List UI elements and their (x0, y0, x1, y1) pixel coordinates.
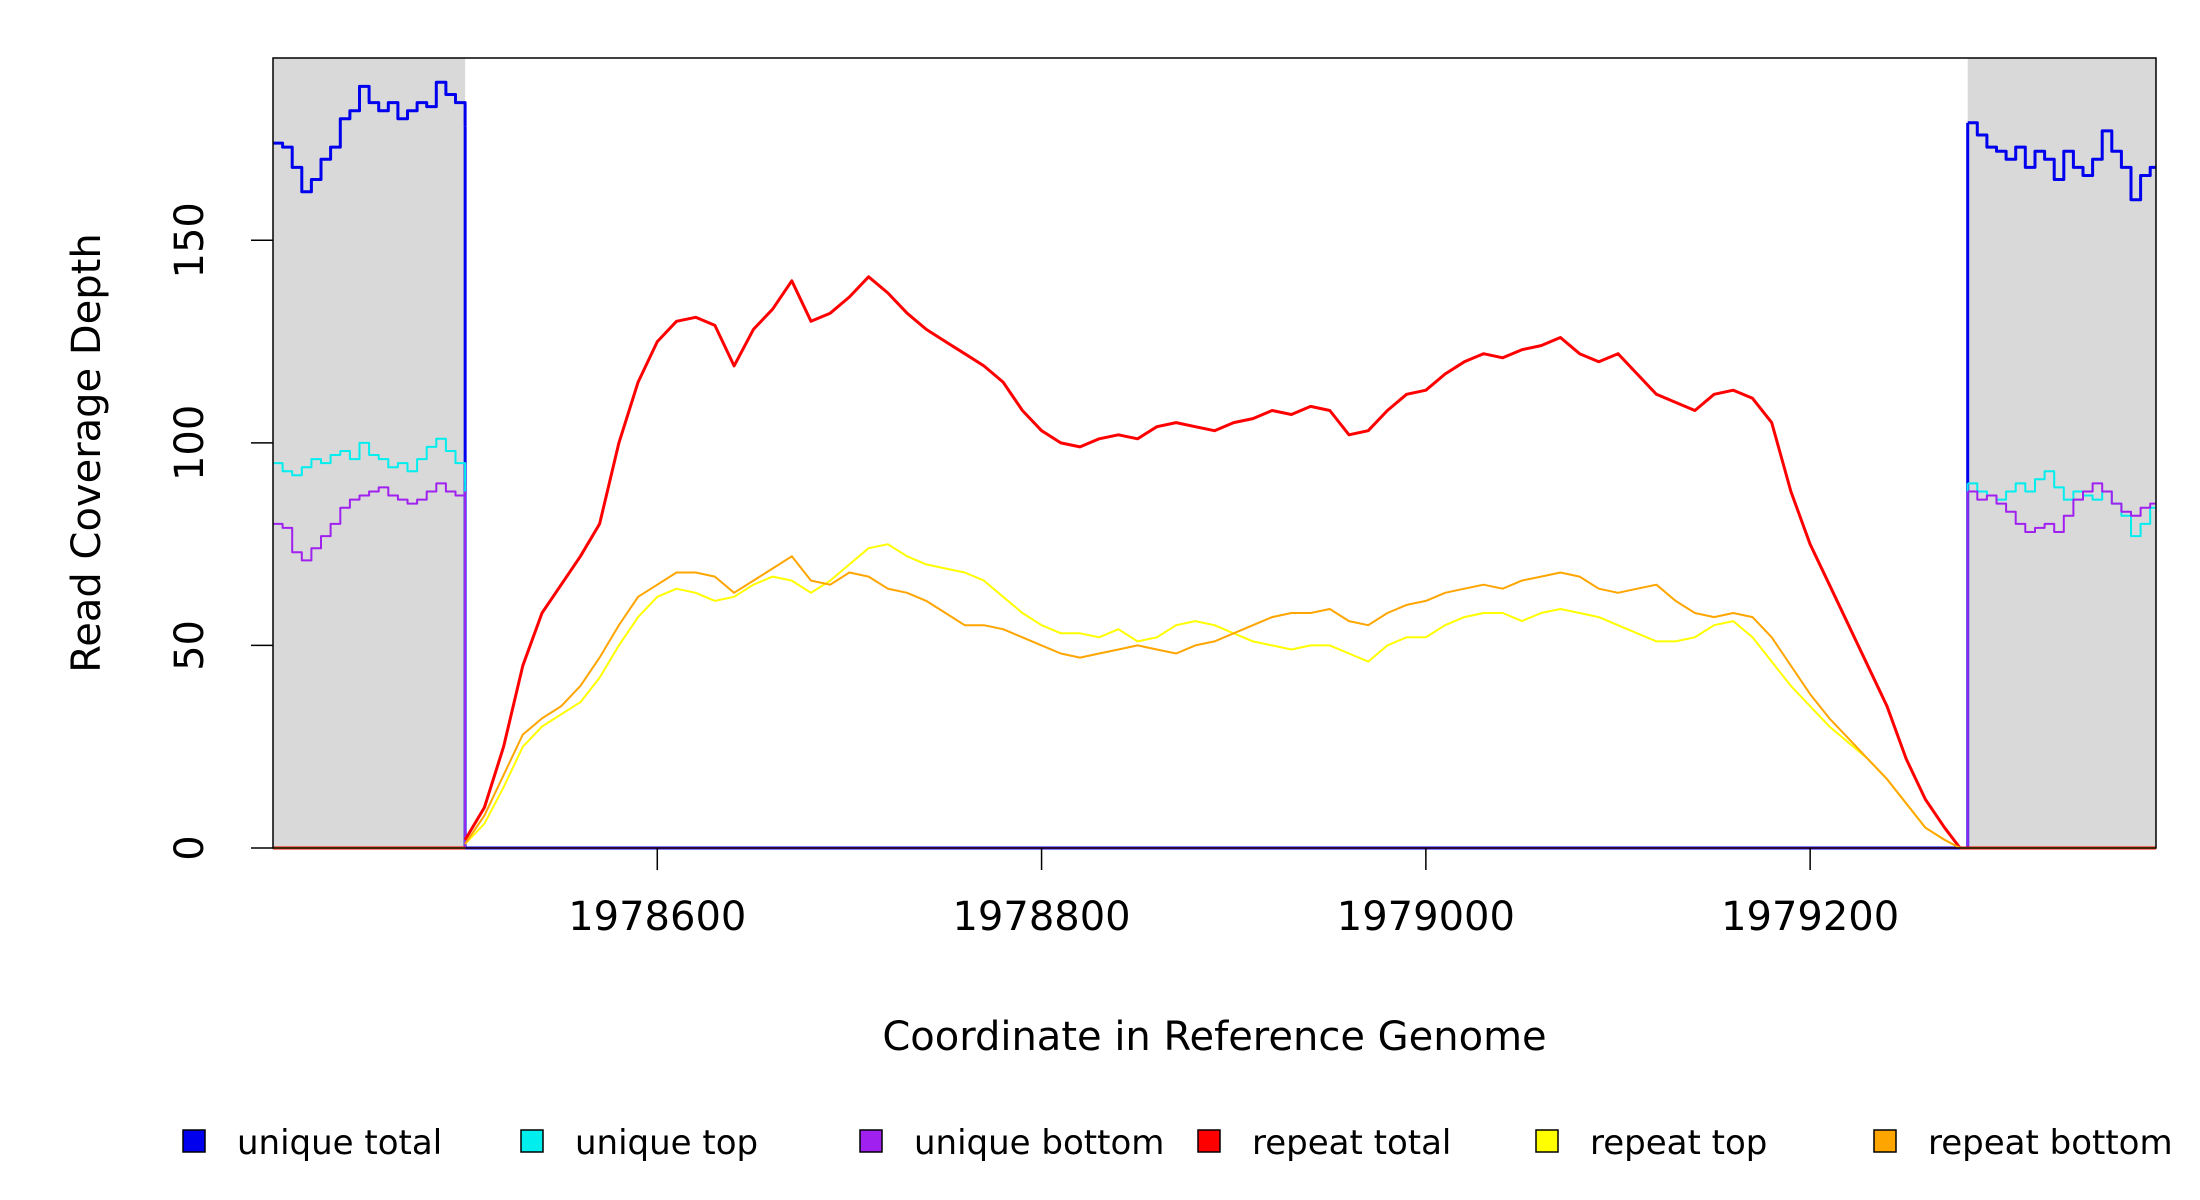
x-tick-label: 1978600 (568, 894, 746, 940)
flank-shading (273, 58, 2156, 848)
legend-label-unique-top: unique top (575, 1123, 758, 1163)
unique-total-left-line (273, 80, 467, 194)
legend-label-unique-total: unique total (237, 1123, 442, 1163)
y-tick-label: 50 (167, 620, 213, 671)
x-tick-label: 1979000 (1337, 894, 1515, 940)
y-axis-label: Read Coverage Depth (64, 233, 110, 672)
unique-bottom-left-line (273, 482, 467, 562)
unique-top-baseline (464, 483, 1969, 849)
shaded-region-2 (1967, 58, 2156, 848)
legend-swatch-repeat-bottom (1873, 1129, 1897, 1153)
legend-label-repeat-bottom: repeat bottom (1928, 1123, 2173, 1163)
y-tick-label: 150 (167, 202, 213, 278)
legend-swatch-unique-top (520, 1129, 544, 1153)
unique-total-right-line (1967, 121, 2156, 202)
x-tick-label: 1978800 (952, 894, 1130, 940)
unique-total-baseline (463, 122, 1970, 850)
legend-swatch-repeat-top (1535, 1129, 1559, 1153)
unique-top-right-line (1967, 470, 2156, 538)
repeat-total-line (463, 275, 1962, 849)
legend-label-repeat-top: repeat top (1590, 1123, 1767, 1163)
legend-label-unique-bottom: unique bottom (914, 1123, 1164, 1163)
x-tick-label: 1979200 (1721, 894, 1899, 940)
y-tick-label: 100 (167, 405, 213, 481)
repeat-bottom-line (464, 555, 1961, 849)
y-tick-label: 0 (167, 835, 213, 860)
series-lines (273, 80, 2156, 850)
plot-frame (272, 57, 2157, 849)
unique-top-left-line (273, 437, 467, 484)
axes: 1978600 1978800 1979000 1979200 0 50 100 150 (167, 202, 1899, 940)
legend-swatch-repeat-total (1197, 1129, 1221, 1153)
x-axis-label: Coordinate in Reference Genome (882, 1014, 1546, 1060)
legend: unique total unique top unique bottom repea… (182, 1123, 2173, 1163)
legend-swatch-unique-total (182, 1129, 206, 1153)
repeat-top-line (464, 543, 1961, 849)
legend-swatch-unique-bottom (859, 1129, 883, 1153)
unique-bottom-right-line (1967, 482, 2156, 533)
unique-bottom-baseline (464, 491, 1969, 849)
legend-label-repeat-total: repeat total (1252, 1123, 1451, 1163)
